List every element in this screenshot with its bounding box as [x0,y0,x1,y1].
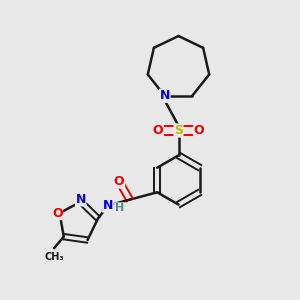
Text: N: N [160,89,170,102]
Text: CH₃: CH₃ [44,252,64,262]
Text: S: S [174,124,183,137]
Text: N: N [103,199,113,212]
Text: N: N [76,193,86,206]
Text: O: O [153,124,164,137]
Text: O: O [114,175,124,188]
Text: O: O [52,207,62,220]
Text: H: H [115,203,124,213]
Text: O: O [194,124,204,137]
